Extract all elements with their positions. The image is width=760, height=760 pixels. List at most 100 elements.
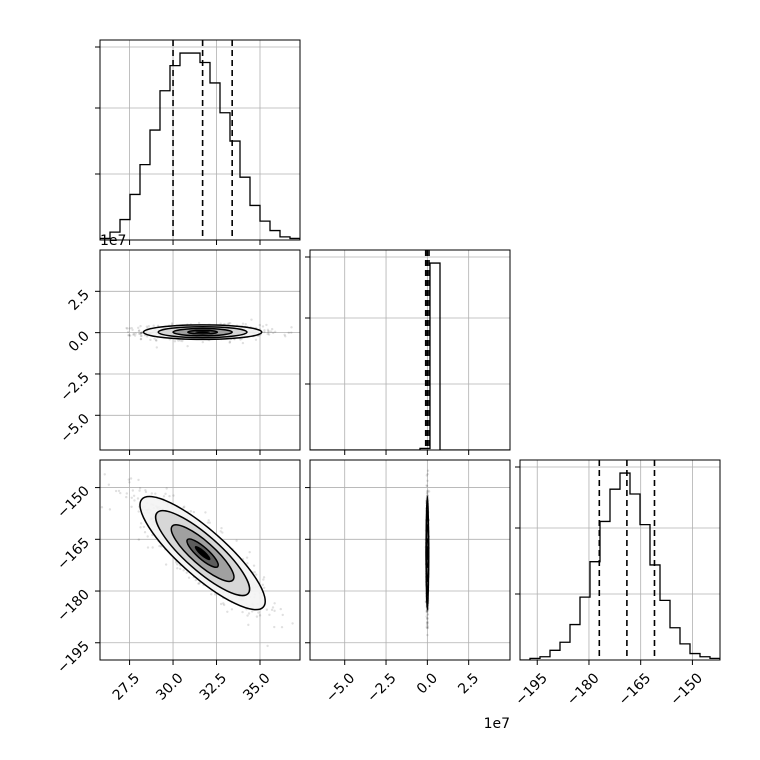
sample-point — [247, 612, 251, 615]
sample-point — [280, 625, 284, 629]
sample-point — [219, 322, 222, 325]
y-tick-label: −150 — [54, 483, 93, 522]
sample-point — [137, 538, 141, 541]
sample-point — [426, 613, 429, 617]
sample-point — [174, 561, 178, 564]
sample-point — [137, 329, 141, 333]
sample-point — [160, 545, 163, 548]
contour-core — [426, 546, 429, 561]
sample-point — [130, 496, 133, 499]
sample-point — [425, 617, 429, 620]
sample-point — [226, 610, 229, 613]
sample-point — [125, 495, 128, 499]
sample-point — [227, 322, 231, 325]
panel-frame — [309, 249, 511, 451]
sample-point — [173, 340, 177, 343]
sample-point — [262, 586, 266, 590]
sample-point — [273, 625, 276, 629]
sample-point — [179, 567, 182, 571]
sample-point — [261, 583, 265, 587]
x-tick-label: −195 — [512, 670, 551, 709]
sample-point — [283, 333, 286, 337]
y-tick-label: −165 — [54, 535, 93, 574]
sample-point — [147, 325, 151, 328]
sample-point — [201, 340, 205, 344]
sample-point — [153, 337, 156, 340]
sample-point — [127, 478, 131, 481]
sample-point — [183, 505, 186, 508]
sample-point — [210, 593, 213, 596]
y-tick-label: 0.0 — [66, 328, 93, 355]
sample-point — [425, 484, 429, 488]
sample-point — [146, 535, 149, 538]
sample-point — [263, 330, 266, 334]
histogram-1 — [310, 262, 510, 450]
sample-point — [138, 487, 142, 490]
sample-point — [254, 338, 258, 341]
sample-point — [425, 623, 429, 627]
sample-point — [117, 489, 121, 493]
sample-point — [194, 578, 198, 582]
sample-point — [425, 484, 428, 487]
x-tick-label: −150 — [668, 670, 707, 709]
sample-point — [426, 621, 429, 624]
sample-point — [426, 633, 429, 637]
sample-point — [128, 327, 131, 330]
panel-frame — [99, 39, 301, 241]
histogram-0 — [100, 52, 300, 240]
sample-point — [139, 522, 143, 525]
panel-1-0: −5.0 −2.5 0.0 2.5 — [57, 249, 301, 455]
sample-point — [192, 510, 196, 514]
sample-point — [273, 609, 276, 613]
sample-point — [284, 335, 287, 338]
sample-point — [222, 603, 226, 607]
sample-point — [177, 339, 180, 342]
sample-point — [140, 331, 143, 334]
sample-point — [266, 328, 270, 332]
sample-point — [137, 326, 140, 330]
sample-point — [142, 525, 146, 529]
sample-point — [273, 330, 277, 333]
sample-point — [150, 492, 154, 495]
sample-point — [228, 340, 232, 343]
sample-point — [140, 334, 143, 338]
sample-point — [132, 332, 135, 336]
sample-point — [425, 492, 429, 495]
sample-point — [253, 571, 257, 574]
sample-point — [250, 318, 253, 321]
sample-point — [139, 331, 143, 335]
sample-point — [221, 531, 224, 534]
sample-point — [426, 625, 430, 628]
y-offset-label: 1e7 — [100, 233, 126, 249]
panel-content-1-0 — [100, 250, 300, 450]
sample-point — [426, 479, 429, 482]
sample-point — [262, 578, 265, 581]
sample-point — [129, 477, 133, 480]
sample-point — [235, 539, 238, 542]
sample-point — [250, 610, 254, 613]
sample-point — [146, 546, 150, 549]
sample-point — [139, 526, 142, 529]
sample-point — [204, 511, 207, 514]
sample-point — [182, 506, 185, 509]
sample-point — [137, 332, 141, 335]
sample-point — [425, 615, 428, 618]
sample-point — [270, 608, 274, 612]
sample-point — [258, 614, 262, 617]
sample-point — [213, 593, 217, 596]
sample-point — [425, 626, 429, 630]
sample-point — [219, 602, 223, 606]
sample-point — [266, 332, 269, 336]
sample-point — [128, 333, 131, 337]
contour-core — [194, 546, 211, 561]
sample-point — [130, 326, 133, 330]
sample-point — [130, 505, 133, 508]
sample-point — [269, 330, 273, 333]
x-tick-label: 27.5 — [110, 670, 143, 703]
sample-point — [247, 623, 250, 627]
sample-point — [119, 491, 122, 495]
sample-point — [426, 491, 429, 494]
sample-point — [426, 610, 429, 613]
sample-point — [266, 644, 269, 648]
sample-point — [152, 324, 155, 327]
